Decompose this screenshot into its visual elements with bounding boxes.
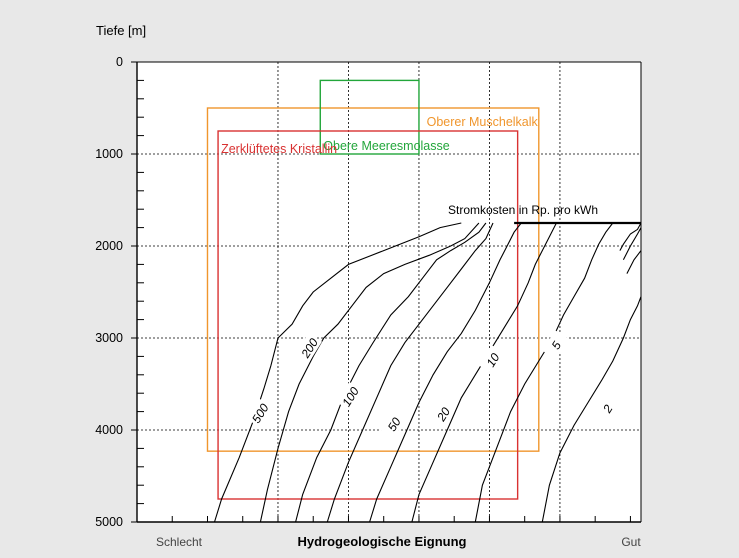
cost-curve-fragment	[626, 250, 642, 274]
x-axis-title: Hydrogeologische Eignung	[297, 534, 466, 549]
x-axis-right-label: Gut	[621, 535, 641, 549]
curve-label: 20	[434, 405, 454, 425]
curve-label-bg	[295, 333, 322, 363]
curve-label-bg	[478, 345, 506, 374]
curve-label-bg	[593, 393, 621, 423]
y-tick-label: 3000	[95, 331, 123, 345]
cost-curve	[411, 222, 557, 523]
curve-label-bg	[336, 381, 363, 411]
cost-curves-title: Stromkosten in Rp. pro kWh	[448, 203, 598, 217]
y-tick-label: 0	[116, 55, 123, 69]
curve-label-bg	[429, 399, 456, 429]
cost-curve	[541, 296, 642, 523]
cost-curve-fragment	[619, 222, 642, 251]
region-label: Zerklüftetes Kristallin	[221, 142, 337, 156]
region-box	[319, 79, 420, 155]
y-tick-label: 1000	[95, 147, 123, 161]
cost-curves	[213, 221, 642, 523]
formation-regions: Oberer Muschelkalk Obere MeeresmolasseZer…	[206, 79, 540, 500]
curve-label-bg	[246, 398, 273, 428]
cost-curve	[259, 222, 480, 523]
y-tick-label: 5000	[95, 515, 123, 529]
x-axis-left-label: Schlecht	[156, 535, 203, 549]
cost-curve-fragment	[622, 227, 642, 261]
curve-label-bg	[542, 330, 569, 360]
region-label: Oberer Muschelkalk	[427, 115, 539, 129]
y-tick-label: 4000	[95, 423, 123, 437]
y-axis-title: Tiefe [m]	[96, 23, 146, 38]
cost-curve	[326, 222, 494, 523]
region-box	[206, 107, 540, 452]
axes: 0 1000 2000 3000 4000 5000	[95, 55, 642, 529]
cost-curve	[295, 222, 487, 523]
cost-curve	[369, 222, 522, 523]
curve-label-bg	[380, 409, 407, 439]
plot-area	[137, 62, 641, 522]
cost-curve	[213, 222, 462, 523]
region-box	[217, 130, 519, 500]
cost-curve	[474, 222, 614, 523]
region-label: Obere Meeresmolasse	[323, 139, 449, 153]
y-tick-label: 2000	[95, 239, 123, 253]
